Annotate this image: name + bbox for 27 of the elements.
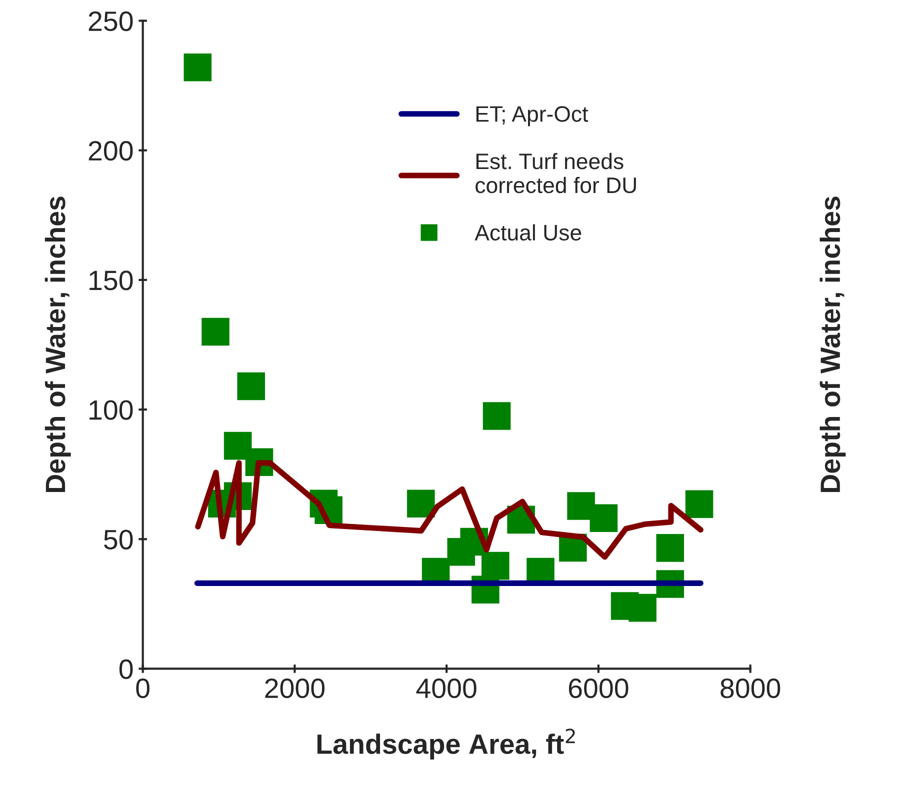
- point: [237, 372, 266, 400]
- point: [482, 552, 510, 580]
- x-tick-label: 0: [136, 678, 150, 698]
- x-tick-label: 4000: [416, 678, 476, 698]
- y-tick-label: 250: [88, 11, 133, 32]
- legend-label: ET; Apr-Oct: [476, 106, 588, 126]
- point: [482, 402, 511, 430]
- y-tick-label: 150: [90, 270, 133, 290]
- y2-axis-title: Depth of Water, inches: [820, 196, 846, 492]
- point: [202, 318, 230, 346]
- point: [656, 534, 684, 562]
- point: [628, 594, 656, 622]
- point: [407, 490, 435, 518]
- x-tick-label: 8000: [720, 678, 780, 698]
- x-tick-label: 2000: [265, 678, 325, 698]
- point: [184, 54, 212, 82]
- legend-label: Actual Use: [474, 224, 582, 241]
- x-tick-label: 6000: [568, 678, 628, 698]
- y-axis-title: Depth of Water, inches: [44, 196, 71, 492]
- y-tick-label: 50: [104, 530, 133, 550]
- legend-label: Est. Turf needs corrected for DU: [476, 152, 636, 194]
- point: [685, 490, 714, 518]
- x-axis-title: Landscape Area, ft$^{2}$: [317, 728, 575, 760]
- point: [590, 504, 618, 532]
- y-tick-label: 200: [88, 141, 133, 161]
- y-tick-label: 100: [90, 400, 133, 420]
- y-tick-label: 0: [119, 659, 133, 680]
